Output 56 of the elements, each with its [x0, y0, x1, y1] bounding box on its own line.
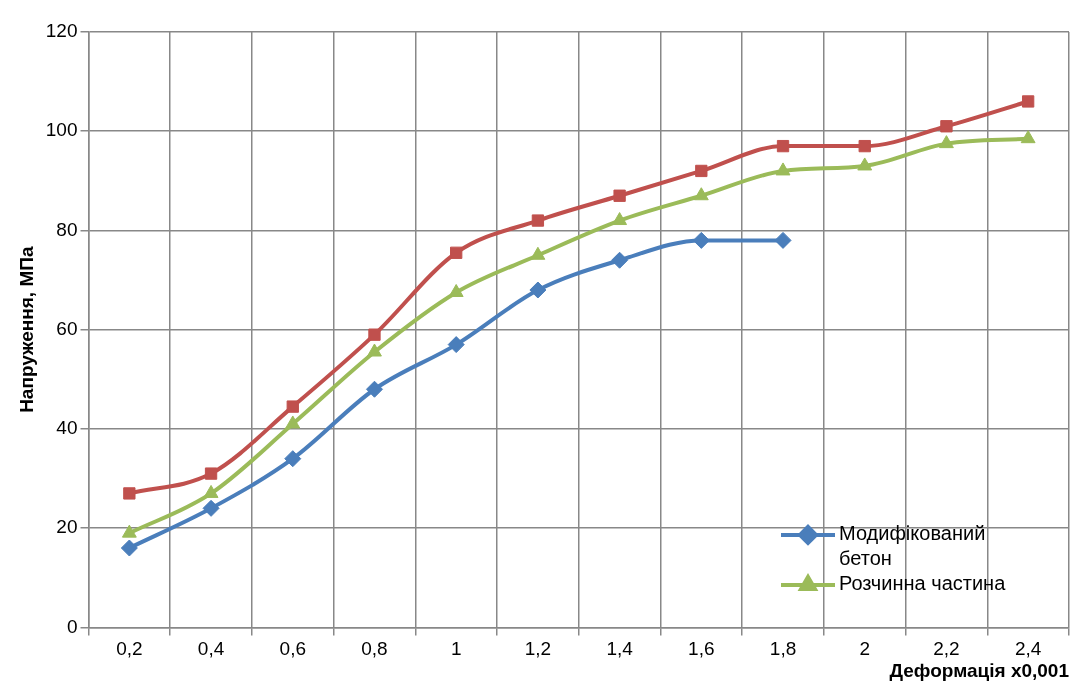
x-tick-label: 2 — [859, 638, 871, 660]
point — [285, 415, 301, 429]
point — [692, 231, 710, 249]
point — [367, 343, 382, 357]
point — [613, 189, 626, 202]
point — [940, 120, 953, 133]
legend-label: Розчинна частина — [839, 572, 1007, 595]
y-tick-label: 20 — [56, 516, 78, 538]
y-tick-label: 40 — [56, 417, 78, 439]
x-tick-label: 0,2 — [116, 638, 143, 660]
point — [774, 231, 792, 249]
y-tick-label: 100 — [45, 119, 78, 141]
point — [775, 162, 791, 176]
x-tick-label: 0,6 — [279, 638, 306, 660]
y-tick-label: 60 — [56, 317, 78, 339]
point — [202, 499, 220, 517]
point — [448, 283, 464, 297]
point — [857, 157, 873, 171]
point — [365, 380, 383, 398]
point — [1020, 130, 1036, 144]
point — [450, 246, 463, 259]
y-tick-label: 120 — [45, 20, 78, 42]
point — [530, 246, 546, 260]
x-tick-label: 1,6 — [688, 638, 715, 660]
point — [695, 164, 708, 178]
point — [776, 139, 790, 153]
x-tick-label: 2,4 — [1014, 638, 1042, 660]
point — [529, 281, 547, 299]
point — [858, 139, 871, 153]
point — [531, 214, 545, 227]
x-tick-label: 0,4 — [197, 638, 225, 660]
x-tick-label: 2,2 — [933, 638, 960, 660]
y-tick-label: 80 — [56, 218, 78, 240]
point — [121, 524, 137, 538]
point — [284, 450, 302, 468]
point — [447, 336, 465, 354]
x-tick-label: 1 — [450, 638, 462, 660]
x-tick-label: 0,8 — [361, 638, 388, 660]
x-tick-label: 1,8 — [769, 638, 797, 660]
point — [693, 187, 709, 201]
point — [611, 251, 629, 269]
point — [123, 487, 136, 500]
y-axis-title: Напруження, МПа — [15, 246, 37, 413]
x-axis-title: Деформація x0,001 — [889, 659, 1070, 681]
point — [204, 467, 218, 480]
point — [203, 484, 219, 498]
y-tick-label: 0 — [66, 615, 78, 637]
x-tick-label: 1,4 — [606, 638, 634, 660]
legend-label: Модифікований бетон — [839, 522, 986, 570]
point — [368, 328, 381, 341]
point — [939, 135, 954, 149]
point — [286, 400, 299, 413]
point — [1021, 95, 1035, 108]
x-tick-label: 1,2 — [524, 638, 552, 660]
point — [612, 212, 628, 226]
point — [120, 539, 138, 557]
